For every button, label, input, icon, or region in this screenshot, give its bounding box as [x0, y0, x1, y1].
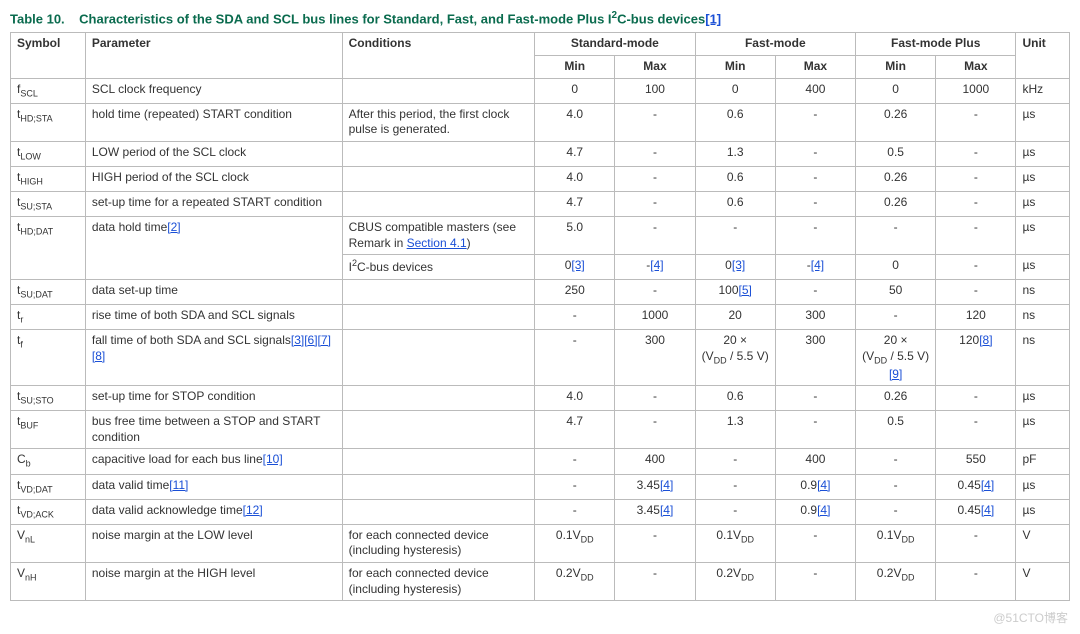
sym: VnH	[11, 562, 86, 600]
row-cb: Cb capacitive load for each bus line[10]…	[11, 449, 1070, 474]
hdr-symbol: Symbol	[11, 33, 86, 78]
hdr-std: Standard-mode	[535, 33, 695, 56]
cond: I2C-bus devices	[342, 255, 535, 280]
sym: tHIGH	[11, 166, 86, 191]
cond: CBUS compatible masters (see Remark in S…	[342, 217, 535, 255]
sym: tHD;STA	[11, 103, 86, 141]
row-vnl: VnL noise margin at the LOW level for ea…	[11, 524, 1070, 562]
sym: VnL	[11, 524, 86, 562]
param: capacitive load for each bus line[10]	[85, 449, 342, 474]
sym: tr	[11, 304, 86, 329]
row-tr: tr rise time of both SDA and SCL signals…	[11, 304, 1070, 329]
row-tsusta: tSU;STA set-up time for a repeated START…	[11, 191, 1070, 216]
sym: tSU;STO	[11, 386, 86, 411]
param: hold time (repeated) START condition	[85, 103, 342, 141]
sym: tBUF	[11, 411, 86, 449]
hdr-conditions: Conditions	[342, 33, 535, 78]
table-body: fSCL SCL clock frequency 0 100 0 400 0 1…	[11, 78, 1070, 601]
param: data valid time[11]	[85, 474, 342, 499]
caption-text: Characteristics of the SDA and SCL bus l…	[79, 11, 611, 26]
sym: tf	[11, 329, 86, 385]
sym: tHD;DAT	[11, 217, 86, 280]
hdr-std-max: Max	[615, 55, 695, 78]
param: SCL clock frequency	[85, 78, 342, 103]
header-row-1: Symbol Parameter Conditions Standard-mod…	[11, 33, 1070, 56]
caption-noteref[interactable]: [1]	[705, 11, 721, 26]
hdr-fast-max: Max	[775, 55, 855, 78]
row-fscl: fSCL SCL clock frequency 0 100 0 400 0 1…	[11, 78, 1070, 103]
hdr-fast: Fast-mode	[695, 33, 855, 56]
sym: tVD;DAT	[11, 474, 86, 499]
sym: tSU;STA	[11, 191, 86, 216]
sym: tLOW	[11, 141, 86, 166]
row-tf: tf fall time of both SDA and SCL signals…	[11, 329, 1070, 385]
hdr-parameter: Parameter	[85, 33, 342, 78]
sym: fSCL	[11, 78, 86, 103]
row-thddat-1: tHD;DAT data hold time[2] CBUS compatibl…	[11, 217, 1070, 255]
row-thdsta: tHD;STA hold time (repeated) START condi…	[11, 103, 1070, 141]
hdr-std-min: Min	[535, 55, 615, 78]
hdr-fp-min: Min	[856, 55, 936, 78]
row-tvdack: tVD;ACK data valid acknowledge time[12] …	[11, 499, 1070, 524]
row-thigh: tHIGH HIGH period of the SCL clock 4.0 -…	[11, 166, 1070, 191]
watermark: @51CTO博客	[993, 609, 1068, 626]
spec-table: Symbol Parameter Conditions Standard-mod…	[10, 32, 1070, 601]
hdr-fp-max: Max	[936, 55, 1016, 78]
param: data hold time[2]	[85, 217, 342, 280]
param: data valid acknowledge time[12]	[85, 499, 342, 524]
caption-label: Table 10.	[10, 11, 65, 26]
hdr-fmplus: Fast-mode Plus	[856, 33, 1016, 56]
sym: tVD;ACK	[11, 499, 86, 524]
sym: tSU;DAT	[11, 279, 86, 304]
sym: Cb	[11, 449, 86, 474]
hdr-fast-min: Min	[695, 55, 775, 78]
row-vnh: VnH noise margin at the HIGH level for e…	[11, 562, 1070, 600]
row-tlow: tLOW LOW period of the SCL clock 4.7 - 1…	[11, 141, 1070, 166]
hdr-unit: Unit	[1016, 33, 1070, 78]
row-tsusto: tSU;STO set-up time for STOP condition 4…	[11, 386, 1070, 411]
cond	[342, 78, 535, 103]
row-tsudat: tSU;DAT data set-up time 250 - 100[5] - …	[11, 279, 1070, 304]
row-tbuf: tBUF bus free time between a STOP and ST…	[11, 411, 1070, 449]
row-tvddat: tVD;DAT data valid time[11] - 3.45[4] - …	[11, 474, 1070, 499]
param: fall time of both SDA and SCL signals[3]…	[85, 329, 342, 385]
cond: After this period, the first clock pulse…	[342, 103, 535, 141]
table-caption: Table 10. Characteristics of the SDA and…	[10, 10, 1070, 26]
section-link[interactable]: Section 4.1	[407, 236, 467, 250]
